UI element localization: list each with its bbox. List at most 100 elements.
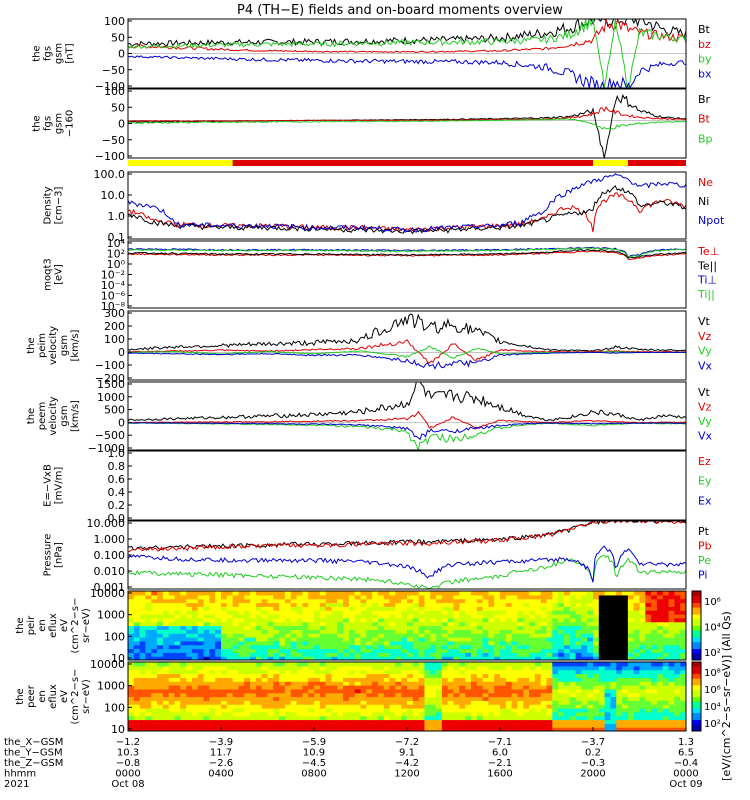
heatmap-cell [651, 711, 658, 717]
heatmap-cell [314, 621, 321, 627]
heatmap-cell [424, 677, 431, 682]
heatmap-cell [284, 606, 292, 611]
heatmap-cell [197, 700, 205, 705]
heatmap-cell [128, 598, 135, 604]
y-axis-label: [cm−3] [54, 187, 65, 225]
heatmap-cell [476, 621, 484, 627]
heatmap-cell [534, 656, 542, 660]
heatmap-cell [389, 602, 396, 607]
heatmap-cell [558, 662, 565, 667]
heatmap-cell [209, 614, 216, 619]
heatmap-cell [366, 640, 373, 646]
heatmap-cell [401, 621, 408, 627]
heatmap-cell [395, 677, 402, 682]
heatmap-cell [366, 669, 373, 675]
y-tick-label: 10⁻⁸ [101, 300, 126, 313]
heatmap-cell [598, 640, 606, 646]
heatmap-cell [447, 633, 455, 638]
heatmap-cell [500, 669, 507, 675]
heatmap-cell [587, 591, 594, 596]
heatmap-cell [360, 614, 367, 619]
heatmap-cell [319, 688, 327, 694]
heatmap-cell [186, 704, 193, 709]
heatmap-cell [598, 614, 606, 619]
heatmap-cell [255, 610, 263, 615]
heatmap-cell [668, 614, 675, 619]
heatmap-cell [145, 606, 152, 611]
series-line-Pi [128, 545, 686, 583]
y-axis-label: peim [37, 333, 48, 358]
heatmap-cell [575, 637, 582, 642]
heatmap-cell [668, 656, 675, 660]
heatmap-cell [529, 665, 536, 671]
heatmap-cell [465, 688, 472, 694]
heatmap-cell [209, 591, 216, 596]
heatmap-cell [221, 665, 228, 671]
heatmap-cell [308, 665, 315, 671]
heatmap-cell [314, 692, 321, 698]
heatmap-cell [563, 617, 571, 623]
heatmap-cell [656, 681, 664, 686]
heatmap-cell [546, 594, 553, 600]
heatmap-cell [157, 629, 164, 634]
heatmap-cell [622, 700, 629, 705]
y-tick-label: −50 [102, 134, 125, 147]
heatmap-cell [441, 644, 449, 650]
heatmap-cell [668, 673, 675, 678]
heatmap-cell [436, 610, 443, 615]
heatmap-cell [302, 640, 309, 646]
heatmap-cell [377, 594, 385, 600]
heatmap-cell [290, 644, 298, 650]
heatmap-cell [221, 677, 228, 682]
heatmap-cell [639, 629, 646, 634]
heatmap-cell [540, 665, 548, 671]
heatmap-cell [203, 644, 210, 650]
heatmap-cell [215, 610, 222, 615]
heatmap-cell [459, 700, 466, 705]
heatmap-cell [569, 644, 577, 650]
heatmap-cell [627, 637, 635, 642]
heatmap-cell [314, 644, 321, 650]
heatmap-cell [616, 656, 623, 660]
heatmap-cell [540, 719, 548, 724]
heatmap-cell [645, 681, 652, 686]
heatmap-cell [482, 719, 489, 724]
heatmap-cell [534, 621, 542, 627]
heatmap-cell [575, 715, 582, 721]
heatmap-cell [552, 629, 559, 634]
heatmap-cell [139, 665, 147, 671]
heatmap-cell [651, 723, 658, 728]
heatmap-cell [447, 591, 455, 596]
heatmap-cell [221, 711, 228, 717]
heatmap-cell [221, 606, 228, 611]
heatmap-cell [616, 614, 623, 619]
heatmap-cell [517, 648, 524, 653]
heatmap-cell [133, 681, 141, 686]
y-tick-label: 10.000 [87, 517, 126, 530]
heatmap-cell [325, 708, 333, 713]
heatmap-cell [569, 594, 577, 600]
heatmap-cell [314, 594, 321, 600]
heatmap-cell [290, 708, 298, 713]
colorbar-step [692, 625, 701, 629]
heatmap-cell [529, 602, 536, 607]
heatmap-cell [511, 644, 519, 650]
heatmap-cell [331, 633, 338, 638]
heatmap-cell [529, 633, 536, 638]
heatmap-cell [319, 625, 327, 630]
heatmap-cell [325, 696, 333, 701]
heatmap-cell [255, 625, 263, 630]
heatmap-cell [407, 708, 414, 713]
heatmap-cell [575, 681, 582, 686]
heatmap-cell [418, 656, 426, 660]
heatmap-cell [436, 700, 443, 705]
heatmap-cell [290, 606, 298, 611]
heatmap-cell [476, 598, 484, 604]
heatmap-cell [302, 711, 309, 717]
heatmap-cell [633, 681, 641, 686]
heatmap-cell [128, 673, 135, 678]
heatmap-cell [488, 598, 495, 604]
heatmap-cell [517, 700, 524, 705]
heatmap-cell [529, 681, 536, 686]
heatmap-cell [360, 602, 367, 607]
